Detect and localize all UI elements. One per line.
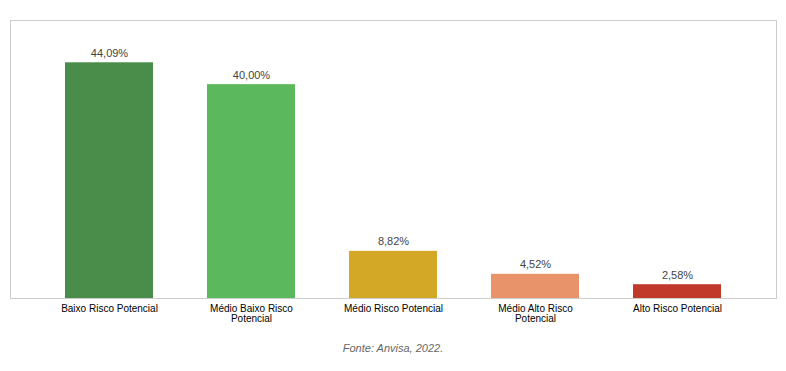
svg-text:Baixo Risco Potencial: Baixo Risco Potencial xyxy=(61,303,158,314)
html-text:Fonte: Anvisa, 2022.: Fonte: Anvisa, 2022. xyxy=(342,342,444,354)
svg-text:Médio Alto RiscoPotencial: Médio Alto RiscoPotencial xyxy=(498,303,573,324)
svg-text:44,09%: 44,09% xyxy=(91,47,129,59)
svg-text:8,82%: 8,82% xyxy=(378,235,409,247)
svg-text:Médio Baixo RiscoPotencial: Médio Baixo RiscoPotencial xyxy=(210,303,293,324)
svg-text:40,00%: 40,00% xyxy=(233,69,271,81)
svg-text:4,52%: 4,52% xyxy=(520,258,551,270)
svg-text:Alto Risco Potencial: Alto Risco Potencial xyxy=(633,303,722,314)
svg-text:2,58%: 2,58% xyxy=(662,269,693,281)
svg-text:Médio Risco Potencial: Médio Risco Potencial xyxy=(344,303,443,314)
